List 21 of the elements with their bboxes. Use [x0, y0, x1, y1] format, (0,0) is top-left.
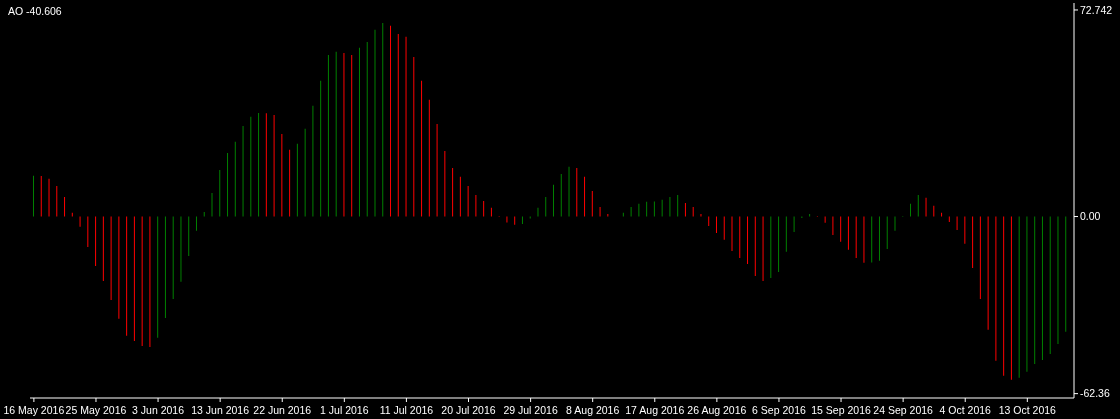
x-tick-label: 3 Jun 2016 [132, 404, 185, 416]
y-tick-label: 72.742 [1080, 3, 1113, 16]
x-tick-label: 20 Jul 2016 [441, 404, 496, 416]
x-tick-label: 11 Jul 2016 [379, 404, 434, 416]
x-tick-label: 29 Jul 2016 [503, 404, 558, 416]
y-tick-label: 0.00 [1080, 210, 1101, 223]
x-tick-label: 15 Sep 2016 [811, 404, 871, 416]
x-tick-label: 1 Jul 2016 [320, 404, 369, 416]
y-tick-label: -62.36 [1080, 387, 1110, 400]
x-tick-label: 26 Aug 2016 [687, 404, 747, 416]
x-tick-label: 17 Aug 2016 [625, 404, 685, 416]
x-tick-label: 13 Oct 2016 [998, 404, 1057, 416]
x-tick-label: 6 Sep 2016 [752, 404, 806, 416]
x-tick-label: 25 May 2016 [65, 404, 127, 416]
x-tick-label: 22 Jun 2016 [253, 404, 312, 416]
x-tick-label: 4 Oct 2016 [939, 404, 992, 416]
x-tick-label: 8 Aug 2016 [566, 404, 620, 416]
x-tick-label: 16 May 2016 [3, 404, 65, 416]
chart-title: AO -40.606 [8, 5, 62, 17]
x-tick-label: 13 Jun 2016 [191, 404, 250, 416]
x-tick-label: 24 Sep 2016 [873, 404, 934, 416]
